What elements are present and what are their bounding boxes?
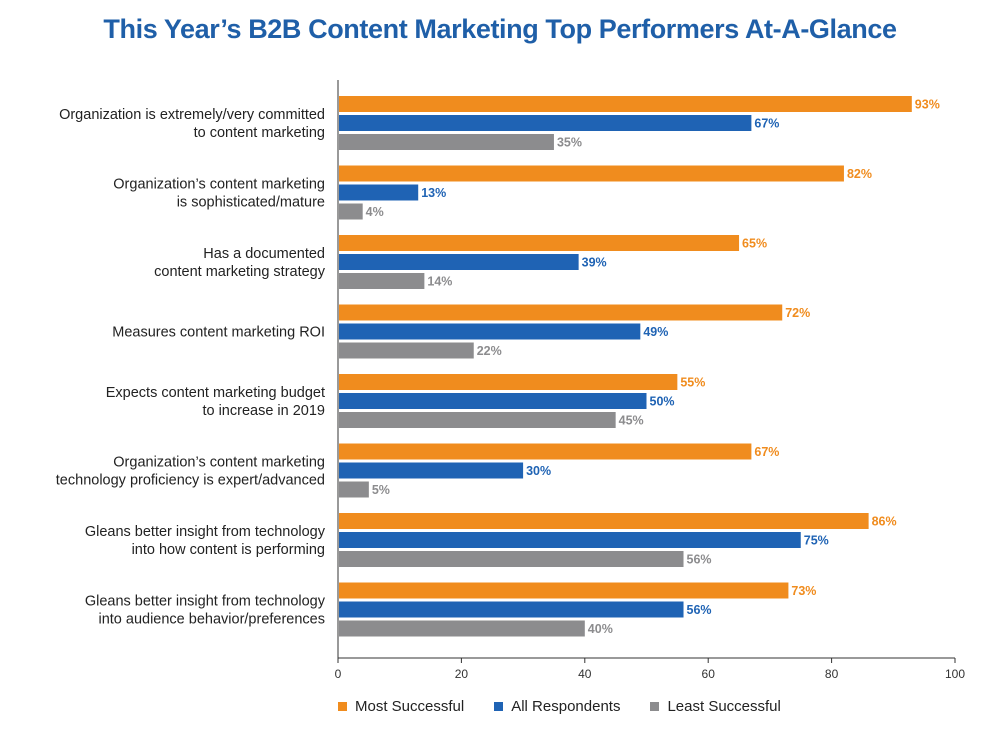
bar-all	[339, 323, 641, 340]
bar-all	[339, 184, 419, 201]
bar-most	[339, 443, 752, 460]
category-label: into how content is performing	[132, 542, 325, 558]
x-tick-label: 40	[578, 667, 592, 681]
value-label-least: 45%	[619, 414, 644, 428]
category-label: Organization’s content marketing	[113, 177, 325, 193]
x-tick-label: 80	[825, 667, 839, 681]
bar-most	[339, 304, 783, 321]
value-label-all: 75%	[804, 534, 829, 548]
bar-least	[339, 412, 616, 428]
x-tick-label: 100	[945, 667, 965, 681]
chart-title: This Year’s B2B Content Marketing Top Pe…	[103, 14, 897, 44]
bar-all	[339, 601, 684, 618]
category-label: to increase in 2019	[202, 403, 325, 419]
category-label: to content marketing	[194, 125, 325, 141]
category-label: content marketing strategy	[154, 264, 326, 280]
value-label-most: 67%	[754, 445, 779, 459]
value-label-most: 65%	[742, 237, 767, 251]
category-label: Measures content marketing ROI	[112, 325, 325, 341]
value-label-most: 55%	[680, 376, 705, 390]
value-label-all: 30%	[526, 464, 551, 478]
value-label-least: 56%	[687, 553, 712, 567]
category-label: Has a documented	[203, 246, 325, 262]
bar-all	[339, 532, 801, 548]
value-label-least: 4%	[366, 205, 384, 219]
legend-label-least-successful: Least Successful	[667, 697, 781, 715]
value-label-least: 22%	[477, 344, 502, 358]
legend-label-all-respondents: All Respondents	[511, 697, 621, 715]
bar-least	[339, 342, 474, 359]
bar-all	[339, 254, 579, 270]
value-label-most: 93%	[915, 98, 940, 112]
bar-most	[339, 165, 844, 182]
category-label: Organization’s content marketing	[113, 455, 325, 471]
bar-most	[339, 235, 740, 251]
bar-most	[339, 374, 678, 390]
value-label-most: 73%	[791, 584, 816, 598]
legend-item-least-successful: Least Successful	[650, 697, 781, 715]
value-label-all: 13%	[421, 186, 446, 200]
bar-least	[339, 203, 363, 220]
bar-most	[339, 582, 789, 599]
bar-all	[339, 462, 524, 479]
value-label-least: 14%	[427, 275, 452, 289]
bar-most	[339, 96, 912, 112]
value-label-least: 5%	[372, 483, 390, 497]
category-label: technology proficiency is expert/advance…	[56, 473, 325, 489]
x-tick-label: 20	[455, 667, 469, 681]
x-tick-label: 0	[335, 667, 342, 681]
value-label-least: 40%	[588, 622, 613, 636]
value-label-most: 86%	[872, 515, 897, 529]
category-label: Gleans better insight from technology	[85, 594, 326, 610]
value-label-all: 56%	[687, 603, 712, 617]
legend-swatch-least-successful	[650, 701, 660, 711]
value-label-all: 49%	[643, 325, 668, 339]
value-label-most: 82%	[847, 167, 872, 181]
bar-all	[339, 115, 752, 131]
bar-least	[339, 551, 684, 567]
value-label-all: 67%	[754, 117, 779, 131]
value-label-most: 72%	[785, 306, 810, 320]
legend-label-most-successful: Most Successful	[355, 697, 465, 715]
value-label-all: 39%	[582, 256, 607, 270]
x-tick-label: 60	[702, 667, 716, 681]
legend-item-most-successful: Most Successful	[338, 698, 464, 715]
bar-least	[339, 134, 554, 150]
bar-least	[339, 620, 585, 637]
bar-most	[339, 513, 869, 529]
category-label: is sophisticated/mature	[177, 195, 325, 211]
legend-swatch-all-respondents	[494, 701, 504, 711]
bar-least	[339, 273, 425, 289]
legend-swatch-most-successful	[338, 701, 347, 711]
value-label-all: 50%	[650, 395, 675, 409]
category-label: Organization is extremely/very committed	[59, 107, 325, 123]
category-label: Gleans better insight from technology	[85, 524, 326, 540]
bar-all	[339, 393, 647, 409]
category-label: Expects content marketing budget	[106, 385, 325, 401]
legend: Most Successful All Respondents Least Su…	[338, 696, 781, 716]
legend-item-all-respondents: All Respondents	[494, 698, 620, 715]
category-label: into audience behavior/preferences	[98, 612, 325, 628]
value-label-least: 35%	[557, 136, 582, 150]
bar-least	[339, 481, 369, 498]
